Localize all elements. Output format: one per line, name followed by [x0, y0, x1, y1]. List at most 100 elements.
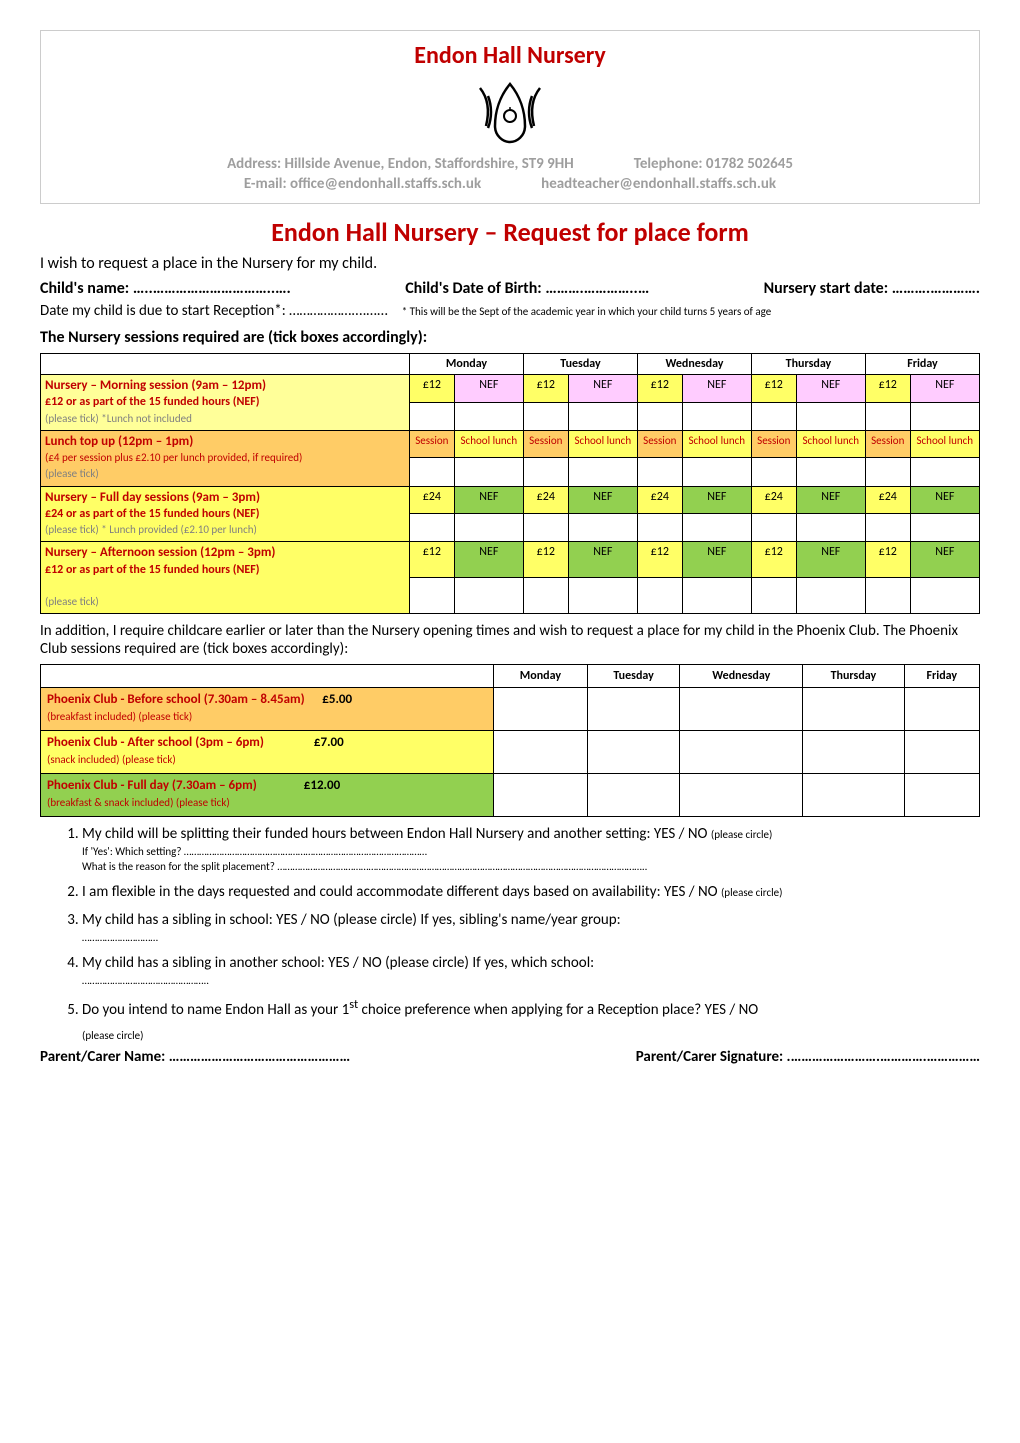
headteacher-email: headteacher@endonhall.staffs.sch.uk — [541, 175, 776, 193]
tick-cell[interactable] — [454, 402, 523, 430]
tick-cell[interactable] — [910, 402, 979, 430]
tick-cell[interactable] — [637, 457, 682, 486]
q1-reason[interactable]: What is the reason for the split placeme… — [82, 860, 980, 873]
tick-cell[interactable] — [682, 514, 751, 542]
tick-cell[interactable] — [796, 457, 865, 486]
header-box: Endon Hall Nursery Address: Hillside Ave… — [40, 30, 980, 204]
price-cell: £12 — [865, 375, 910, 403]
tick-cell[interactable] — [637, 578, 682, 614]
tick-cell[interactable] — [410, 514, 455, 542]
tick-cell[interactable] — [454, 514, 523, 542]
tick-cell[interactable] — [796, 402, 865, 430]
parent-name-field[interactable]: Parent/Carer Name: …………………………………………… — [40, 1048, 350, 1066]
tick-cell[interactable] — [410, 402, 455, 430]
tick-cell[interactable] — [796, 578, 865, 614]
lunch-sub2: (please tick) — [45, 467, 99, 480]
tick-cell[interactable] — [680, 773, 803, 816]
table-row-morning: Nursery – Morning session (9am – 12pm) £… — [41, 375, 980, 403]
tick-cell[interactable] — [751, 457, 796, 486]
q4-dots[interactable]: ………………………………………….. — [82, 974, 980, 987]
tick-cell[interactable] — [680, 731, 803, 774]
phoenix-intro: In addition, I require childcare earlier… — [40, 622, 980, 658]
price-cell: £24 — [751, 486, 796, 514]
tick-cell[interactable] — [682, 578, 751, 614]
parent-signature-field[interactable]: Parent/Carer Signature: .…………………….………….…… — [636, 1048, 980, 1066]
tick-cell[interactable] — [494, 773, 588, 816]
child-name-field[interactable]: Child's name: …..…………………………..…. — [40, 279, 291, 298]
address-row-1: Address: Hillside Avenue, Endon, Staffor… — [61, 155, 959, 173]
tick-cell[interactable] — [587, 731, 679, 774]
price-cell: £24 — [410, 486, 455, 514]
tick-cell[interactable] — [568, 457, 637, 486]
price-cell: £12 — [637, 542, 682, 578]
tick-cell[interactable] — [568, 514, 637, 542]
tick-cell[interactable] — [523, 457, 568, 486]
phoenix-full-label: Phoenix Club - Full day (7.30am – 6pm) — [47, 778, 257, 793]
reception-note: * This will be the Sept of the academic … — [402, 305, 772, 318]
tick-cell[interactable] — [568, 402, 637, 430]
tick-cell[interactable] — [904, 773, 979, 816]
lunch-sub1: (£4 per session plus £2.10 per lunch pro… — [45, 451, 302, 464]
tick-cell[interactable] — [865, 402, 910, 430]
child-dob-field[interactable]: Child's Date of Birth: ……….…………..… — [405, 279, 649, 298]
tick-cell[interactable] — [803, 731, 904, 774]
session-cell: Session — [410, 430, 455, 457]
tick-cell[interactable] — [454, 578, 523, 614]
tick-cell[interactable] — [410, 457, 455, 486]
nursery-start-field[interactable]: Nursery start date: ……….…………. — [764, 279, 980, 298]
tick-cell[interactable] — [682, 402, 751, 430]
tick-cell[interactable] — [803, 688, 904, 731]
nef-cell: NEF — [682, 486, 751, 514]
nef-cell: NEF — [454, 375, 523, 403]
afternoon-sub2: (please tick) — [45, 595, 99, 608]
phoenix-after-row: Phoenix Club - After school (3pm – 6pm) … — [41, 731, 980, 774]
reception-field[interactable]: Date my child is due to start Reception*… — [40, 302, 388, 320]
session-cell: Session — [523, 430, 568, 457]
tick-cell[interactable] — [865, 514, 910, 542]
tick-cell[interactable] — [637, 514, 682, 542]
tick-cell[interactable] — [637, 402, 682, 430]
phoenix-full-row: Phoenix Club - Full day (7.30am – 6pm) £… — [41, 773, 980, 816]
day-header: Friday — [904, 665, 979, 688]
q3-dots[interactable]: ………………………… — [82, 931, 980, 944]
tick-cell[interactable] — [904, 731, 979, 774]
price-cell: £24 — [637, 486, 682, 514]
nef-cell: NEF — [910, 542, 979, 578]
tick-cell[interactable] — [910, 457, 979, 486]
tick-cell[interactable] — [865, 578, 910, 614]
price-cell: £12 — [410, 375, 455, 403]
tick-cell[interactable] — [410, 578, 455, 614]
tick-cell[interactable] — [865, 457, 910, 486]
tick-cell[interactable] — [523, 402, 568, 430]
tick-cell[interactable] — [523, 514, 568, 542]
tick-cell[interactable] — [587, 688, 679, 731]
tick-cell[interactable] — [680, 688, 803, 731]
page: Endon Hall Nursery Address: Hillside Ave… — [0, 0, 1020, 1086]
tick-cell[interactable] — [568, 578, 637, 614]
tick-cell[interactable] — [494, 688, 588, 731]
price-cell: £12 — [637, 375, 682, 403]
afternoon-sub1: £12 or as part of the 15 funded hours (N… — [45, 563, 260, 577]
tick-cell[interactable] — [910, 578, 979, 614]
tick-cell[interactable] — [751, 578, 796, 614]
school-lunch-cell: School lunch — [454, 430, 523, 457]
table-row-fullday: Nursery – Full day sessions (9am – 3pm) … — [41, 486, 980, 514]
question-4: My child has a sibling in another school… — [82, 954, 980, 987]
tick-cell[interactable] — [751, 402, 796, 430]
tick-cell[interactable] — [803, 773, 904, 816]
tick-cell[interactable] — [523, 578, 568, 614]
tick-cell[interactable] — [494, 731, 588, 774]
day-header: Monday — [494, 665, 588, 688]
nef-cell: NEF — [910, 486, 979, 514]
q1-setting[interactable]: If 'Yes': Which setting? ………………………………………… — [82, 845, 980, 858]
tick-cell[interactable] — [796, 514, 865, 542]
phoenix-before-sub: (breakfast included) (please tick) — [47, 710, 192, 723]
sessions-heading: The Nursery sessions required are (tick … — [40, 328, 980, 347]
tick-cell[interactable] — [587, 773, 679, 816]
tick-cell[interactable] — [751, 514, 796, 542]
tick-cell[interactable] — [904, 688, 979, 731]
tick-cell[interactable] — [454, 457, 523, 486]
tick-cell[interactable] — [910, 514, 979, 542]
price-cell: £24 — [865, 486, 910, 514]
tick-cell[interactable] — [682, 457, 751, 486]
